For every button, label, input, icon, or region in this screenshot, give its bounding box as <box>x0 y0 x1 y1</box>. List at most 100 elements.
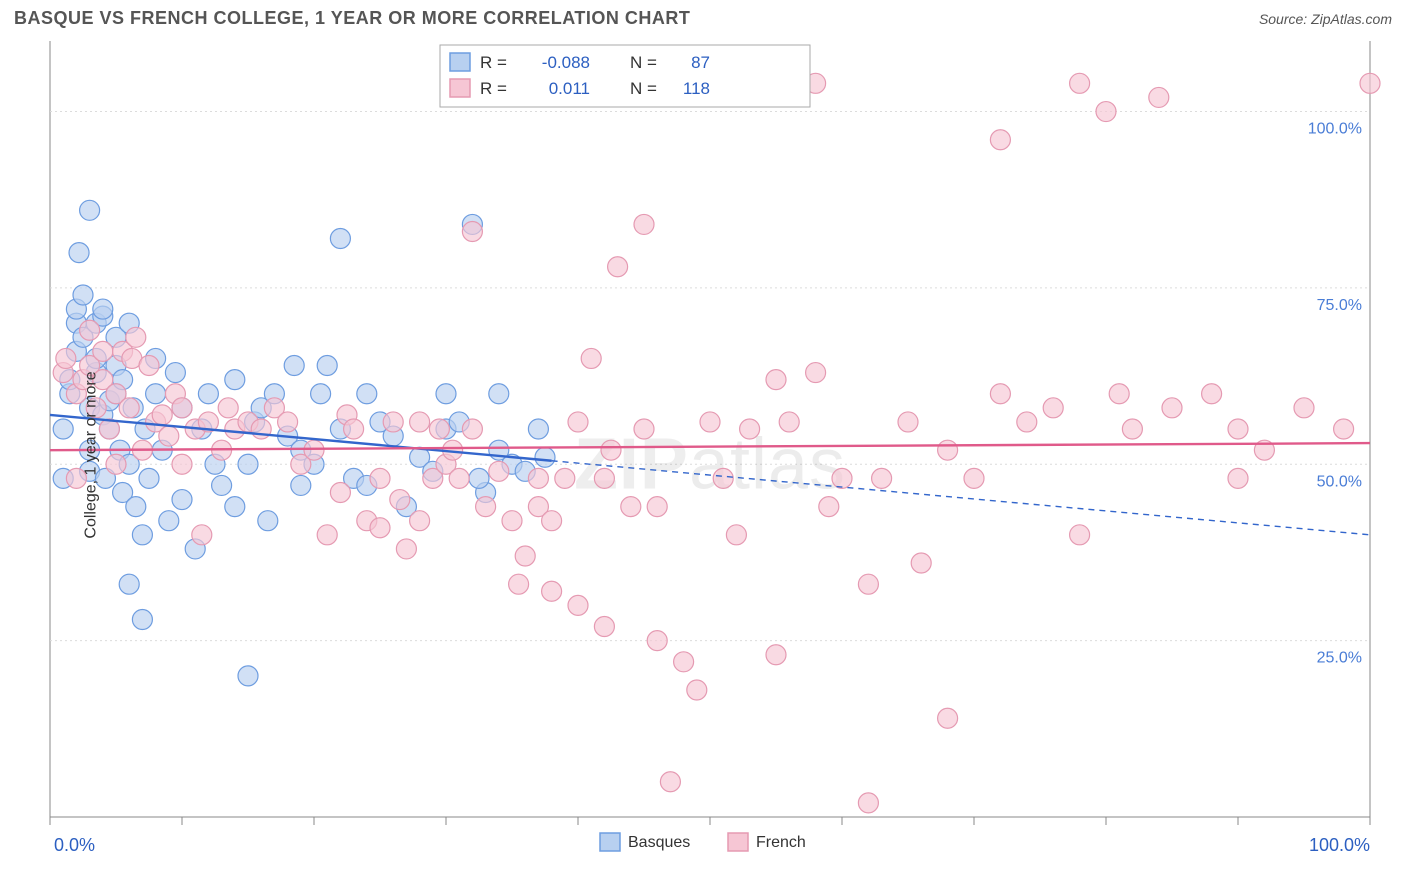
scatter-point <box>436 384 456 404</box>
scatter-point <box>601 440 621 460</box>
scatter-point <box>410 412 430 432</box>
scatter-point <box>647 497 667 517</box>
legend-r-label: R = <box>480 53 507 72</box>
scatter-point <box>1294 398 1314 418</box>
scatter-point <box>132 609 152 629</box>
scatter-point <box>370 518 390 538</box>
scatter-point <box>462 221 482 241</box>
scatter-point <box>172 490 192 510</box>
scatter-point <box>93 341 113 361</box>
watermark: ZIPatlas <box>574 424 846 504</box>
legend-r-value: -0.088 <box>542 53 590 72</box>
scatter-point <box>700 412 720 432</box>
scatter-point <box>1070 525 1090 545</box>
scatter-point <box>93 299 113 319</box>
scatter-point <box>535 447 555 467</box>
correlation-scatter-chart: 25.0%50.0%75.0%100.0%ZIPatlasR =-0.088N … <box>0 35 1406 875</box>
scatter-point <box>126 497 146 517</box>
scatter-point <box>938 708 958 728</box>
scatter-point <box>1202 384 1222 404</box>
scatter-point <box>634 419 654 439</box>
scatter-point <box>284 356 304 376</box>
scatter-point <box>832 468 852 488</box>
scatter-point <box>106 454 126 474</box>
scatter-point <box>469 468 489 488</box>
scatter-point <box>291 475 311 495</box>
scatter-point <box>1334 419 1354 439</box>
scatter-point <box>429 419 449 439</box>
scatter-point <box>165 363 185 383</box>
scatter-point <box>581 348 601 368</box>
legend-n-label: N = <box>630 53 657 72</box>
y-tick-label: 25.0% <box>1317 650 1362 667</box>
scatter-point <box>713 468 733 488</box>
scatter-point <box>462 419 482 439</box>
scatter-point <box>568 595 588 615</box>
scatter-point <box>621 497 641 517</box>
scatter-point <box>238 666 258 686</box>
scatter-point <box>528 419 548 439</box>
scatter-point <box>396 539 416 559</box>
scatter-point <box>304 440 324 460</box>
scatter-point <box>152 405 172 425</box>
scatter-point <box>192 525 212 545</box>
scatter-point <box>278 412 298 432</box>
legend-series-label: Basques <box>628 834 690 851</box>
scatter-point <box>674 652 694 672</box>
scatter-point <box>489 461 509 481</box>
scatter-point <box>119 574 139 594</box>
scatter-point <box>515 546 535 566</box>
scatter-point <box>370 468 390 488</box>
y-tick-label: 75.0% <box>1317 297 1362 314</box>
scatter-point <box>726 525 746 545</box>
scatter-point <box>1122 419 1142 439</box>
scatter-point <box>476 497 496 517</box>
scatter-point <box>212 475 232 495</box>
x-axis-start-label: 0.0% <box>54 835 95 855</box>
scatter-point <box>330 229 350 249</box>
scatter-point <box>964 468 984 488</box>
scatter-point <box>542 581 562 601</box>
scatter-point <box>311 384 331 404</box>
legend-series-label: French <box>756 834 806 851</box>
scatter-point <box>1360 73 1380 93</box>
scatter-point <box>898 412 918 432</box>
scatter-point <box>449 468 469 488</box>
scatter-point <box>1228 419 1248 439</box>
scatter-point <box>938 440 958 460</box>
scatter-point <box>608 257 628 277</box>
scatter-point <box>542 511 562 531</box>
scatter-point <box>687 680 707 700</box>
scatter-point <box>1096 102 1116 122</box>
scatter-point <box>317 356 337 376</box>
scatter-point <box>872 468 892 488</box>
scatter-point <box>410 511 430 531</box>
scatter-point <box>225 370 245 390</box>
scatter-point <box>489 384 509 404</box>
scatter-point <box>53 419 73 439</box>
scatter-point <box>740 419 760 439</box>
scatter-point <box>858 793 878 813</box>
scatter-point <box>779 412 799 432</box>
scatter-point <box>159 426 179 446</box>
scatter-point <box>634 214 654 234</box>
scatter-point <box>1043 398 1063 418</box>
scatter-point <box>258 511 278 531</box>
scatter-point <box>858 574 878 594</box>
chart-title: BASQUE VS FRENCH COLLEGE, 1 YEAR OR MORE… <box>14 8 690 29</box>
scatter-point <box>56 348 76 368</box>
scatter-point <box>225 497 245 517</box>
scatter-point <box>819 497 839 517</box>
scatter-point <box>218 398 238 418</box>
scatter-point <box>139 468 159 488</box>
legend-r-label: R = <box>480 79 507 98</box>
scatter-point <box>502 511 522 531</box>
scatter-point <box>126 327 146 347</box>
y-tick-label: 50.0% <box>1317 473 1362 490</box>
scatter-point <box>1109 384 1129 404</box>
scatter-point <box>132 525 152 545</box>
scatter-point <box>119 398 139 418</box>
scatter-point <box>172 398 192 418</box>
scatter-point <box>73 285 93 305</box>
legend-swatch <box>450 53 470 71</box>
